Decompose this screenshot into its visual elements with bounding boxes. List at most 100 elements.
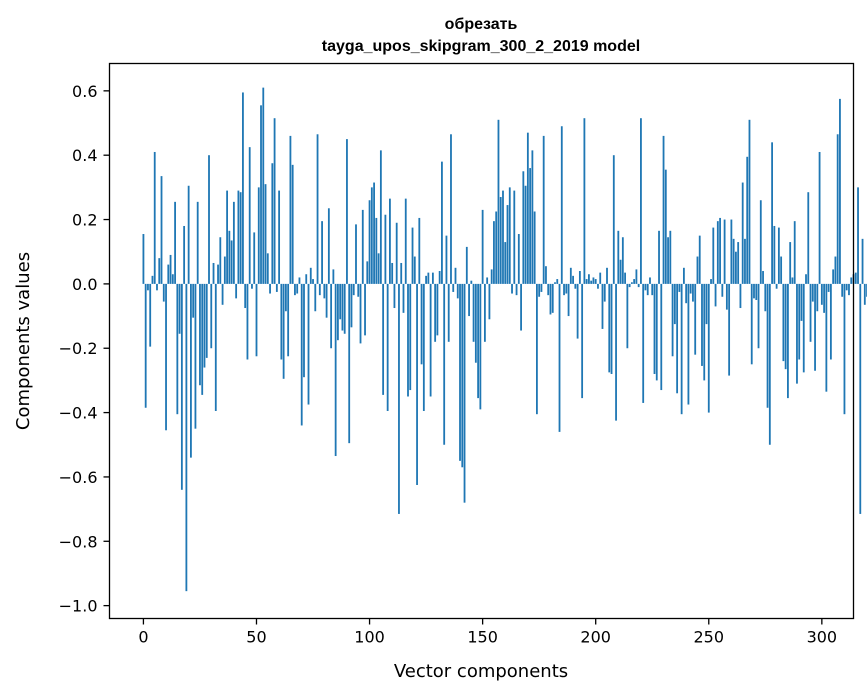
bar-236: [676, 283, 679, 394]
bar-304: [829, 283, 832, 360]
bar-111: [393, 283, 396, 309]
bar-190: [572, 275, 574, 284]
bar-255: [719, 217, 721, 284]
bar-51: [257, 187, 260, 284]
y-tick-label: −0.6: [59, 468, 98, 487]
bar-65: [289, 135, 292, 284]
bar-8: [160, 176, 163, 284]
bar-132: [441, 161, 443, 284]
bar-130: [436, 283, 439, 336]
bar-128: [431, 272, 434, 284]
bar-49: [253, 232, 256, 284]
bar-230: [662, 135, 665, 284]
bar-85: [334, 283, 337, 457]
bar-26: [201, 283, 204, 395]
bar-95: [357, 283, 360, 297]
bar-113: [398, 283, 400, 514]
bar-231: [664, 169, 667, 284]
bar-136: [450, 134, 452, 284]
bar-203: [601, 283, 604, 329]
bar-109: [389, 198, 391, 284]
bar-124: [422, 283, 425, 411]
y-tick-label: 0.4: [72, 146, 97, 165]
bar-69: [298, 277, 301, 284]
bar-228: [658, 230, 660, 284]
bar-195: [583, 118, 586, 284]
bar-164: [513, 190, 516, 284]
bar-223: [646, 283, 649, 296]
bar-73: [307, 283, 310, 405]
bar-42: [237, 190, 240, 284]
bars-group: [142, 87, 867, 592]
bar-43: [239, 192, 242, 284]
bar-60: [278, 190, 281, 284]
bar-290: [798, 283, 801, 360]
bar-234: [671, 283, 674, 357]
bar-141: [461, 283, 464, 468]
bar-241: [687, 283, 690, 405]
bar-278: [771, 142, 773, 284]
bar-125: [425, 275, 427, 284]
bar-78: [318, 283, 321, 296]
bar-18: [183, 225, 186, 284]
bar-204: [603, 283, 606, 302]
bar-168: [522, 171, 525, 284]
bar-307: [836, 134, 839, 284]
bar-158: [499, 197, 502, 284]
bar-127: [429, 283, 432, 397]
bar-291: [800, 283, 803, 321]
bar-193: [578, 271, 581, 284]
bar-46: [246, 283, 249, 360]
bar-129: [434, 283, 437, 342]
bar-296: [811, 283, 814, 302]
bar-38: [228, 230, 231, 284]
bar-92: [350, 283, 353, 328]
bar-207: [610, 283, 613, 374]
bar-172: [531, 150, 534, 284]
bar-274: [762, 271, 764, 284]
bar-259: [728, 283, 731, 376]
bar-36: [223, 256, 226, 284]
y-tick-label: 0.0: [72, 275, 97, 294]
bar-200: [594, 279, 597, 284]
bar-182: [554, 282, 556, 284]
bar-9: [162, 283, 165, 302]
bar-114: [400, 262, 403, 284]
y-tick-label: 0.6: [72, 82, 97, 101]
bar-237: [678, 283, 681, 292]
bar-225: [651, 283, 654, 296]
bar-167: [520, 283, 522, 331]
bar-44: [242, 92, 244, 284]
bar-153: [488, 283, 491, 320]
bar-118: [409, 283, 412, 391]
bar-52: [260, 105, 262, 284]
bar-289: [796, 283, 798, 384]
bar-171: [529, 168, 532, 284]
bar-226: [653, 283, 656, 374]
bar-4: [151, 275, 154, 284]
bar-110: [391, 262, 394, 284]
bar-198: [590, 280, 593, 284]
bar-188: [567, 283, 570, 317]
bar-55: [266, 253, 269, 284]
bar-155: [493, 221, 495, 284]
bar-63: [284, 283, 287, 312]
bar-82: [327, 208, 330, 284]
bar-192: [576, 283, 579, 339]
x-tick-label: 50: [246, 628, 266, 647]
bar-29: [208, 155, 210, 284]
bar-160: [504, 242, 507, 284]
bar-288: [793, 221, 796, 284]
bar-174: [536, 283, 538, 415]
bar-303: [827, 283, 830, 292]
bar-283: [782, 283, 785, 362]
bar-178: [545, 266, 547, 284]
bar-137: [452, 283, 455, 292]
bar-93: [352, 283, 355, 296]
bar-311: [845, 283, 848, 291]
bar-295: [809, 283, 812, 342]
bar-205: [606, 267, 608, 284]
bar-275: [764, 283, 767, 312]
bar-32: [214, 283, 217, 411]
